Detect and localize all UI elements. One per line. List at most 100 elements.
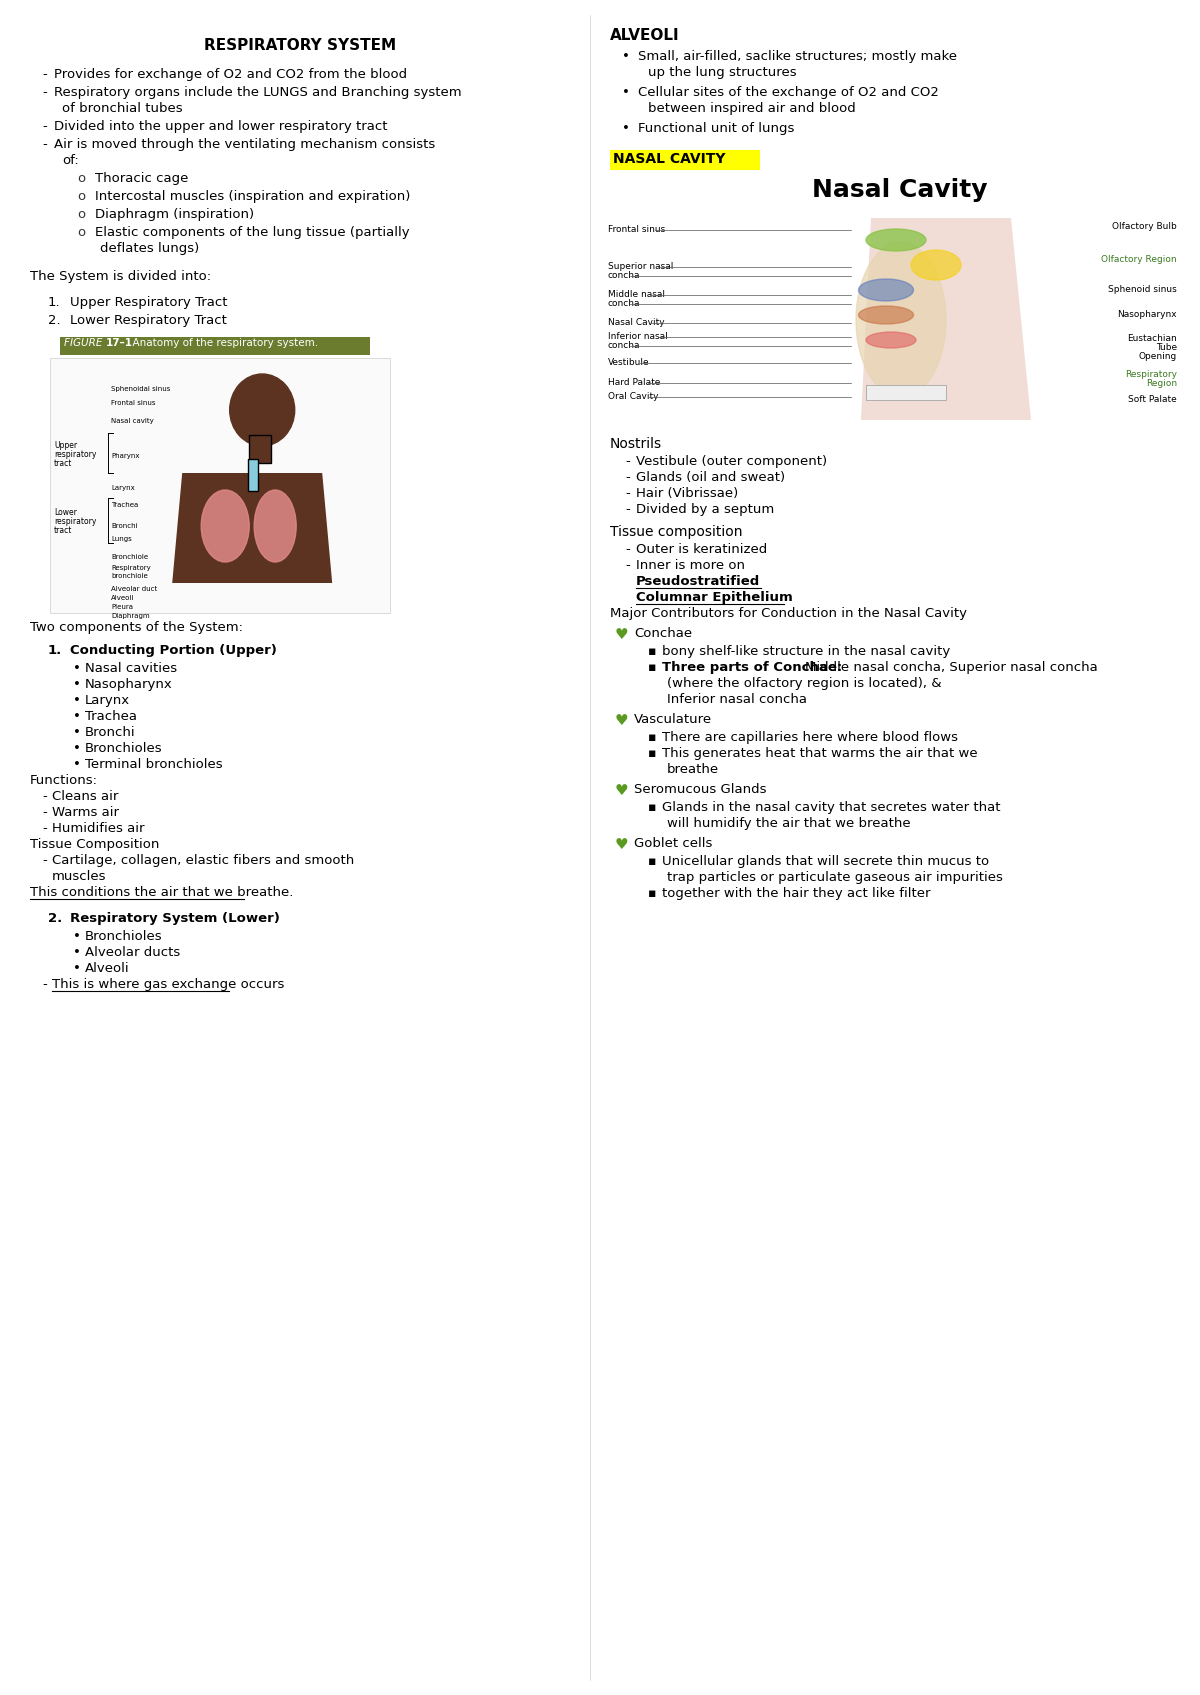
Text: 1.: 1. (48, 644, 62, 658)
Ellipse shape (858, 280, 913, 302)
Text: -: - (42, 807, 47, 819)
Text: Pleura: Pleura (112, 603, 133, 610)
Text: 1.: 1. (48, 297, 61, 308)
Text: Vestibule (outer component): Vestibule (outer component) (636, 454, 827, 468)
Ellipse shape (229, 375, 295, 446)
Text: Three parts of Conchae:: Three parts of Conchae: (662, 661, 842, 675)
Text: Region: Region (1146, 380, 1177, 388)
Text: Functional unit of lungs: Functional unit of lungs (638, 122, 794, 136)
Text: Lower: Lower (54, 508, 77, 517)
Text: •: • (73, 693, 80, 707)
Text: ♥: ♥ (616, 837, 629, 853)
Text: Humidifies air: Humidifies air (52, 822, 144, 836)
Text: Intercostal muscles (inspiration and expiration): Intercostal muscles (inspiration and exp… (95, 190, 410, 203)
Text: Sphenoidal sinus: Sphenoidal sinus (112, 386, 170, 392)
Text: Bronchi: Bronchi (112, 524, 138, 529)
Text: Thoracic cage: Thoracic cage (95, 171, 188, 185)
Text: Tissue Composition: Tissue Composition (30, 837, 160, 851)
Text: Diaphragm (inspiration): Diaphragm (inspiration) (95, 208, 254, 220)
Text: Conducting Portion (Upper): Conducting Portion (Upper) (70, 644, 277, 658)
Text: This is where gas exchange occurs: This is where gas exchange occurs (52, 978, 284, 992)
Text: of:: of: (62, 154, 79, 168)
Text: Frontal sinus: Frontal sinus (608, 225, 665, 234)
Text: 2.: 2. (48, 314, 61, 327)
Text: tract: tract (54, 459, 72, 468)
Text: NASAL CAVITY: NASAL CAVITY (613, 153, 726, 166)
Text: up the lung structures: up the lung structures (648, 66, 797, 80)
FancyBboxPatch shape (60, 337, 370, 354)
Text: Olfactory Region: Olfactory Region (1102, 254, 1177, 264)
Text: Hair (Vibrissae): Hair (Vibrissae) (636, 486, 738, 500)
FancyBboxPatch shape (250, 436, 271, 463)
Text: Elastic components of the lung tissue (partially: Elastic components of the lung tissue (p… (95, 225, 409, 239)
Text: ♥: ♥ (616, 783, 629, 798)
Text: Nasal cavities: Nasal cavities (85, 663, 178, 675)
Text: Nasopharynx: Nasopharynx (1117, 310, 1177, 319)
Text: •: • (73, 758, 80, 771)
Text: This generates heat that warms the air that we: This generates heat that warms the air t… (662, 747, 978, 759)
Polygon shape (173, 473, 332, 583)
Text: Inner is more on: Inner is more on (636, 559, 749, 571)
Text: Provides for exchange of O2 and CO2 from the blood: Provides for exchange of O2 and CO2 from… (54, 68, 407, 81)
Text: concha: concha (608, 298, 641, 308)
Text: -: - (625, 503, 630, 515)
Text: Lungs: Lungs (112, 536, 132, 542)
Text: Conchae: Conchae (634, 627, 692, 641)
Text: o: o (77, 208, 85, 220)
Text: Bronchioles: Bronchioles (85, 742, 163, 754)
Text: -: - (625, 542, 630, 556)
Ellipse shape (856, 242, 946, 398)
Text: •: • (622, 86, 630, 98)
Text: ▪: ▪ (648, 854, 656, 868)
Text: •: • (73, 663, 80, 675)
Text: Sphenoid sinus: Sphenoid sinus (1109, 285, 1177, 293)
Text: respiratory: respiratory (54, 449, 96, 459)
Text: Trachea: Trachea (85, 710, 137, 724)
Text: -: - (42, 120, 47, 132)
Text: Cellular sites of the exchange of O2 and CO2: Cellular sites of the exchange of O2 and… (638, 86, 938, 98)
Text: Opening: Opening (1139, 353, 1177, 361)
Text: -: - (42, 978, 47, 992)
Text: Nasal cavity: Nasal cavity (112, 419, 154, 424)
FancyBboxPatch shape (248, 459, 258, 492)
Text: FIGURE: FIGURE (64, 337, 106, 347)
Text: bronchiole: bronchiole (112, 573, 148, 580)
Text: •: • (622, 49, 630, 63)
Text: Divided by a septum: Divided by a septum (636, 503, 774, 515)
Text: •: • (73, 678, 80, 692)
Text: Nasal Cavity: Nasal Cavity (608, 319, 665, 327)
Text: Functions:: Functions: (30, 775, 98, 786)
Text: Seromucous Glands: Seromucous Glands (634, 783, 767, 797)
Text: -: - (42, 68, 47, 81)
Text: -: - (42, 86, 47, 98)
Text: trap particles or particulate gaseous air impurities: trap particles or particulate gaseous ai… (667, 871, 1003, 885)
Text: Bronchi: Bronchi (85, 725, 136, 739)
Text: o: o (77, 190, 85, 203)
Text: deflates lungs): deflates lungs) (100, 242, 199, 254)
Ellipse shape (858, 307, 913, 324)
Text: o: o (77, 171, 85, 185)
Text: The System is divided into:: The System is divided into: (30, 270, 211, 283)
Text: -: - (42, 137, 47, 151)
Text: Small, air-filled, saclike structures; mostly make: Small, air-filled, saclike structures; m… (638, 49, 958, 63)
Text: Oral Cavity: Oral Cavity (608, 392, 659, 402)
Ellipse shape (866, 332, 916, 347)
Text: will humidify the air that we breathe: will humidify the air that we breathe (667, 817, 911, 831)
Text: Air is moved through the ventilating mechanism consists: Air is moved through the ventilating mec… (54, 137, 436, 151)
Text: muscles: muscles (52, 870, 107, 883)
FancyBboxPatch shape (610, 149, 760, 170)
Text: Larynx: Larynx (112, 485, 134, 492)
Text: 2.: 2. (48, 912, 62, 925)
Text: Vasculature: Vasculature (634, 714, 712, 725)
Text: Nasopharynx: Nasopharynx (85, 678, 173, 692)
Text: ▪: ▪ (648, 646, 656, 658)
Text: Outer is keratinized: Outer is keratinized (636, 542, 767, 556)
Text: between inspired air and blood: between inspired air and blood (648, 102, 856, 115)
FancyBboxPatch shape (50, 358, 390, 614)
Text: Pseudostratified: Pseudostratified (636, 575, 761, 588)
Text: Lower Respiratory Tract: Lower Respiratory Tract (70, 314, 227, 327)
FancyBboxPatch shape (605, 210, 1180, 425)
Text: Upper Respiratory Tract: Upper Respiratory Tract (70, 297, 228, 308)
Text: ▪: ▪ (648, 886, 656, 900)
Text: -: - (42, 822, 47, 836)
